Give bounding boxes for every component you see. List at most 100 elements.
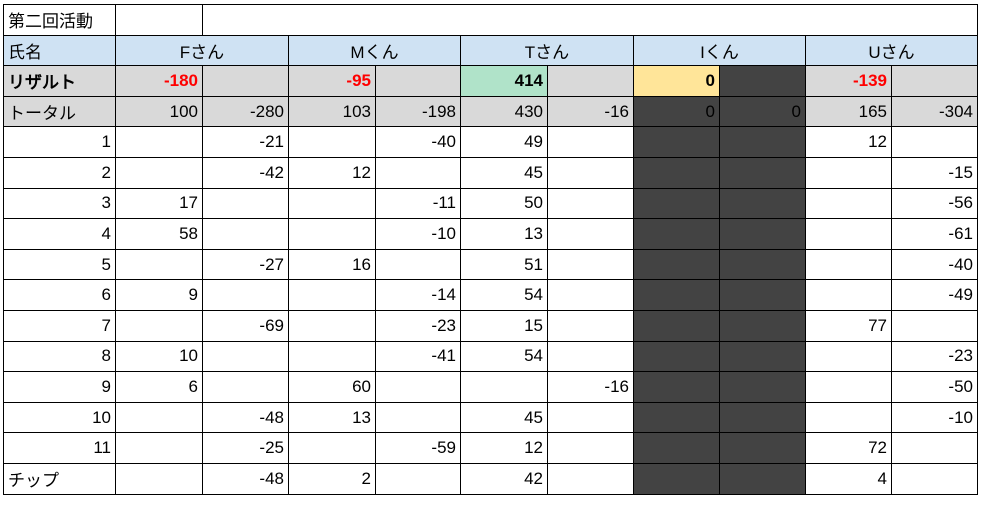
total-label[interactable]: トータル <box>3 95 116 128</box>
score-cell[interactable]: 50 <box>460 187 548 220</box>
score-cell[interactable] <box>202 340 289 373</box>
score-cell[interactable] <box>891 432 978 464</box>
player-total-plus[interactable]: 100 <box>115 95 203 128</box>
round-number[interactable]: 4 <box>3 218 116 250</box>
score-cell[interactable]: -25 <box>202 432 289 464</box>
score-cell[interactable] <box>547 187 634 220</box>
player-total-minus[interactable]: 0 <box>719 95 806 128</box>
score-cell[interactable] <box>719 279 806 311</box>
score-cell[interactable]: 12 <box>805 126 892 158</box>
score-cell[interactable]: 51 <box>460 248 548 281</box>
score-cell[interactable] <box>375 248 461 281</box>
empty-cell[interactable] <box>375 65 461 97</box>
empty-cell[interactable] <box>891 65 978 97</box>
score-cell[interactable] <box>288 279 376 311</box>
score-cell[interactable]: -16 <box>547 371 634 403</box>
score-cell[interactable] <box>633 187 720 220</box>
score-cell[interactable] <box>115 248 203 281</box>
score-cell[interactable]: 60 <box>288 371 376 403</box>
score-cell[interactable] <box>633 248 720 281</box>
chip-cell[interactable]: 4 <box>805 462 892 495</box>
chip-cell[interactable]: 42 <box>460 462 548 495</box>
score-cell[interactable] <box>805 401 892 434</box>
score-cell[interactable] <box>719 401 806 434</box>
score-cell[interactable]: -21 <box>202 126 289 158</box>
player-result[interactable]: 414 <box>460 65 548 97</box>
score-cell[interactable] <box>633 218 720 250</box>
player-total-plus[interactable]: 103 <box>288 95 376 128</box>
score-cell[interactable] <box>805 218 892 250</box>
score-cell[interactable]: 58 <box>115 218 203 250</box>
score-cell[interactable]: 54 <box>460 279 548 311</box>
title-cell[interactable]: 第二回活動 <box>3 4 116 36</box>
score-cell[interactable] <box>115 309 203 342</box>
score-cell[interactable]: -14 <box>375 279 461 311</box>
score-cell[interactable] <box>719 248 806 281</box>
score-cell[interactable] <box>805 371 892 403</box>
empty-cell[interactable] <box>202 65 289 97</box>
score-cell[interactable] <box>633 279 720 311</box>
score-cell[interactable] <box>805 187 892 220</box>
score-cell[interactable] <box>288 432 376 464</box>
round-number[interactable]: 11 <box>3 432 116 464</box>
empty-cell[interactable] <box>115 4 203 36</box>
chip-cell[interactable] <box>375 462 461 495</box>
round-number[interactable]: 6 <box>3 279 116 311</box>
player-result[interactable]: -180 <box>115 65 203 97</box>
player-name-header[interactable]: Tさん <box>460 34 634 67</box>
score-cell[interactable] <box>202 187 289 220</box>
round-number[interactable]: 3 <box>3 187 116 220</box>
score-cell[interactable]: -40 <box>375 126 461 158</box>
score-cell[interactable] <box>633 371 720 403</box>
score-cell[interactable]: 12 <box>288 156 376 189</box>
score-cell[interactable] <box>891 126 978 158</box>
score-cell[interactable]: -23 <box>375 309 461 342</box>
score-cell[interactable] <box>633 340 720 373</box>
chip-cell[interactable]: 2 <box>288 462 376 495</box>
score-cell[interactable] <box>891 309 978 342</box>
score-cell[interactable] <box>115 401 203 434</box>
player-total-minus[interactable]: -304 <box>891 95 978 128</box>
chip-cell[interactable] <box>547 462 634 495</box>
score-cell[interactable] <box>719 371 806 403</box>
score-cell[interactable] <box>633 156 720 189</box>
score-cell[interactable] <box>633 309 720 342</box>
score-cell[interactable] <box>805 156 892 189</box>
score-cell[interactable] <box>202 371 289 403</box>
score-cell[interactable] <box>288 309 376 342</box>
score-cell[interactable] <box>115 156 203 189</box>
score-cell[interactable]: -69 <box>202 309 289 342</box>
score-cell[interactable] <box>288 340 376 373</box>
chip-cell[interactable] <box>633 462 720 495</box>
score-cell[interactable]: -50 <box>891 371 978 403</box>
score-cell[interactable] <box>375 156 461 189</box>
player-name-header[interactable]: Fさん <box>115 34 289 67</box>
score-cell[interactable] <box>719 187 806 220</box>
player-result[interactable]: -95 <box>288 65 376 97</box>
round-number[interactable]: 2 <box>3 156 116 189</box>
score-cell[interactable] <box>375 401 461 434</box>
score-cell[interactable]: -59 <box>375 432 461 464</box>
score-cell[interactable] <box>547 309 634 342</box>
score-cell[interactable]: -40 <box>891 248 978 281</box>
score-cell[interactable] <box>460 371 548 403</box>
score-cell[interactable] <box>719 340 806 373</box>
score-cell[interactable] <box>288 218 376 250</box>
score-cell[interactable] <box>547 401 634 434</box>
score-cell[interactable]: 72 <box>805 432 892 464</box>
score-cell[interactable] <box>288 187 376 220</box>
score-cell[interactable] <box>547 218 634 250</box>
score-cell[interactable] <box>202 218 289 250</box>
score-cell[interactable] <box>633 126 720 158</box>
player-total-minus[interactable]: -16 <box>547 95 634 128</box>
score-cell[interactable]: 13 <box>288 401 376 434</box>
score-cell[interactable]: 6 <box>115 371 203 403</box>
player-total-plus[interactable]: 165 <box>805 95 892 128</box>
score-cell[interactable]: -61 <box>891 218 978 250</box>
score-cell[interactable]: 10 <box>115 340 203 373</box>
score-cell[interactable] <box>115 126 203 158</box>
score-cell[interactable]: 54 <box>460 340 548 373</box>
chip-cell[interactable]: -48 <box>202 462 289 495</box>
round-number[interactable]: 8 <box>3 340 116 373</box>
empty-cell[interactable] <box>547 65 634 97</box>
